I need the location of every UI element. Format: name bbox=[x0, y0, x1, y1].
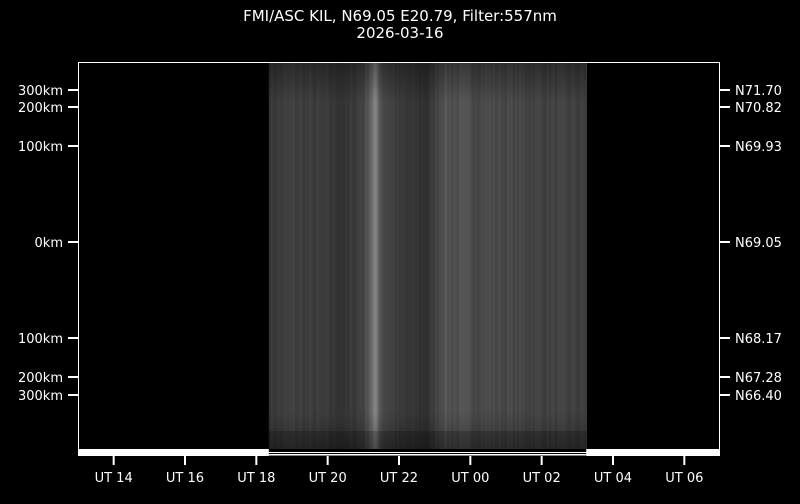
x-tick-label: UT 00 bbox=[451, 471, 489, 486]
data-bar-line bbox=[268, 454, 587, 456]
y-tick-label-left: 300km bbox=[18, 84, 63, 99]
y-tick-label-left: 100km bbox=[18, 140, 63, 155]
keogram-shading bbox=[268, 63, 587, 451]
y-tick-label-left: 100km bbox=[18, 332, 63, 347]
chart-title: FMI/ASC KIL, N69.05 E20.79, Filter:557nm bbox=[243, 7, 557, 25]
x-axis: UT 14 UT 16 UT 18 UT 20 UT 22 UT 00 UT 02 UT 04… bbox=[95, 456, 703, 486]
y-tick-label-right: N69.05 bbox=[735, 236, 782, 251]
chart-subtitle: 2026-03-16 bbox=[356, 24, 443, 42]
keogram-image bbox=[268, 63, 587, 451]
y-tick-label-right: N70.82 bbox=[735, 101, 782, 116]
y-tick-label-left: 200km bbox=[18, 101, 63, 116]
y-tick-label-left: 0km bbox=[35, 236, 63, 251]
plot-frame bbox=[78, 62, 720, 453]
no-data-bar bbox=[586, 449, 720, 456]
y-axis-left: 300km 200km 100km 0km 100km 200km 300km bbox=[18, 84, 78, 404]
x-tick-label: UT 14 bbox=[95, 471, 133, 486]
y-tick-label-right: N66.40 bbox=[735, 389, 782, 404]
x-tick-label: UT 20 bbox=[309, 471, 347, 486]
x-tick-label: UT 02 bbox=[523, 471, 561, 486]
x-tick-label: UT 06 bbox=[665, 471, 703, 486]
y-tick-label-left: 300km bbox=[18, 389, 63, 404]
x-tick-label: UT 22 bbox=[380, 471, 418, 486]
no-data-bar bbox=[78, 449, 269, 456]
y-tick-label-right: N67.28 bbox=[735, 371, 782, 386]
y-tick-label-right: N68.17 bbox=[735, 332, 782, 347]
x-tick-label: UT 16 bbox=[166, 471, 204, 486]
y-tick-label-right: N71.70 bbox=[735, 84, 782, 99]
y-axis-right: N71.70 N70.82 N69.93 N69.05 N68.17 N67.28 N66.… bbox=[720, 84, 782, 404]
time-coverage-bar bbox=[78, 449, 720, 456]
x-tick-label: UT 04 bbox=[594, 471, 632, 486]
x-tick-label: UT 18 bbox=[237, 471, 275, 486]
y-tick-label-left: 200km bbox=[18, 371, 63, 386]
y-tick-label-right: N69.93 bbox=[735, 140, 782, 155]
